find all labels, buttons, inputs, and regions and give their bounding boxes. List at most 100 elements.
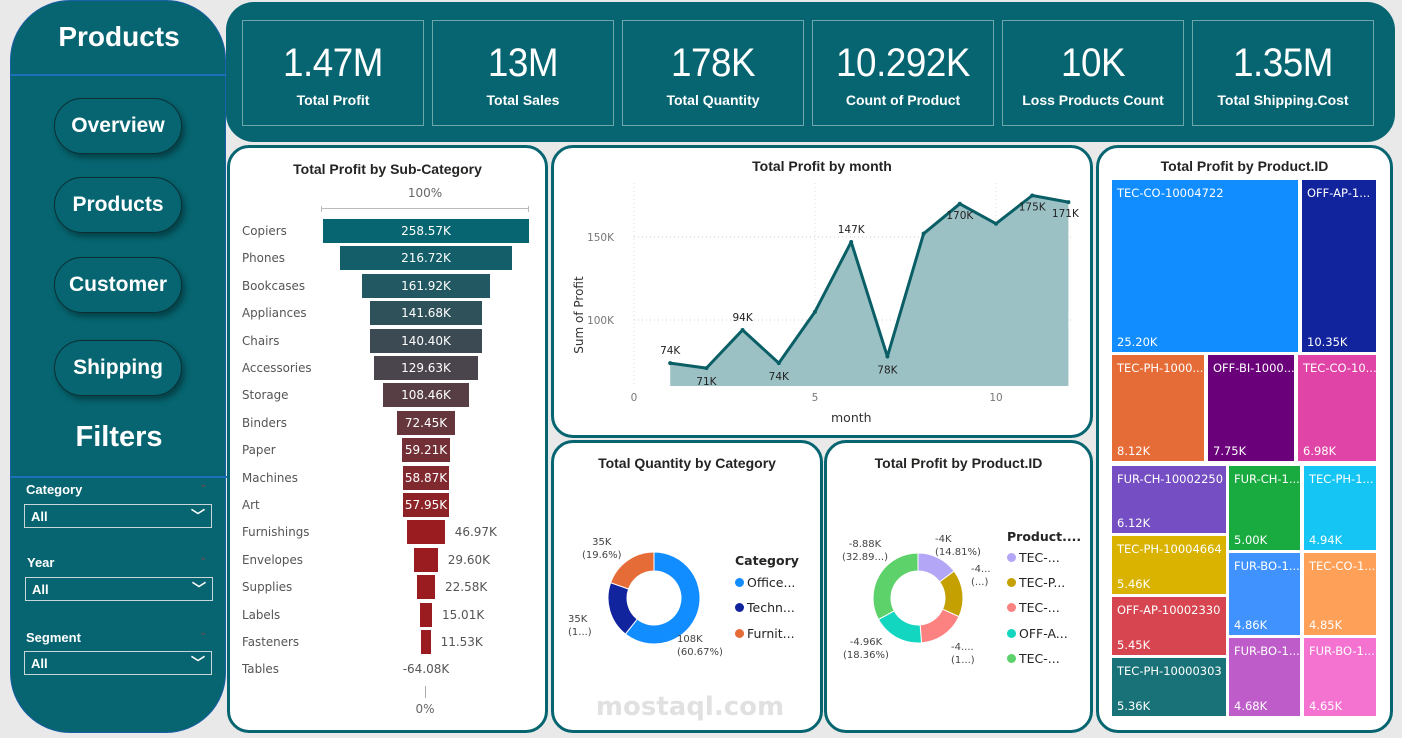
tile-label: OFF-BI-1000... xyxy=(1213,361,1295,375)
treemap-tile[interactable]: OFF-AP-1... 10.35K xyxy=(1301,179,1377,353)
chevron-down-icon[interactable]: ⌄ xyxy=(199,552,208,563)
filters-title: Filters xyxy=(75,421,163,453)
treemap-tile[interactable]: OFF-AP-10002330 5.45K xyxy=(1111,596,1227,656)
legend-item[interactable]: TEC-... xyxy=(1007,651,1060,666)
data-label: 147K xyxy=(838,224,866,236)
data-point[interactable] xyxy=(994,221,998,226)
watermark: mostaql.com xyxy=(595,692,785,722)
funnel-bottom-tick xyxy=(425,686,426,698)
nav-overview-button[interactable]: Overview xyxy=(54,98,182,154)
funnel-value-label: 108.46K xyxy=(401,388,451,403)
funnel-bar[interactable] xyxy=(414,547,438,572)
treemap-tile[interactable]: TEC-PH-10000303 5.36K xyxy=(1111,657,1227,717)
nav-customer-button[interactable]: Customer xyxy=(54,257,182,313)
treemap-tile[interactable]: TEC-CO-10004722 25.20K xyxy=(1111,179,1299,353)
funnel-bar[interactable] xyxy=(402,465,450,490)
funnel-top-bracket xyxy=(321,206,529,212)
legend-item[interactable]: Furnit... xyxy=(735,626,795,641)
filter-category-dropdown[interactable]: All ﹀ xyxy=(24,504,212,528)
legend-dot-icon xyxy=(1007,629,1016,638)
funnel-bar[interactable] xyxy=(339,246,513,271)
funnel-category-label: Fasteners xyxy=(242,634,300,649)
data-point[interactable] xyxy=(813,309,817,314)
legend-item[interactable]: OFF-A... xyxy=(1007,626,1068,641)
treemap-tile[interactable]: FUR-BO-1... 4.86K xyxy=(1228,552,1301,636)
treemap-tile[interactable]: TEC-CO-1... 4.85K xyxy=(1303,552,1377,636)
treemap-tile[interactable]: FUR-BO-1... 4.65K xyxy=(1303,637,1377,717)
funnel-value-label: 59.21K xyxy=(404,443,448,458)
treemap-tile[interactable]: TEC-CO-10... 6.98K xyxy=(1297,354,1377,462)
treemap-tile[interactable]: OFF-BI-1000... 7.75K xyxy=(1207,354,1295,462)
tile-label: TEC-CO-1... xyxy=(1309,559,1376,573)
chevron-down-icon[interactable]: ⌄ xyxy=(199,479,208,490)
legend-item[interactable]: Office... xyxy=(735,575,795,590)
funnel-bar[interactable] xyxy=(323,219,529,243)
data-point[interactable] xyxy=(1066,200,1071,205)
kpi-value: 10K xyxy=(1060,41,1126,85)
kpi-band: 1.47M Total Profit 13M Total Sales 178K Tot… xyxy=(226,2,1395,142)
sidebar-title: Products xyxy=(58,21,180,52)
funnel-bar[interactable] xyxy=(369,301,483,326)
nav-products-button[interactable]: Products xyxy=(54,177,182,233)
legend-item[interactable]: TEC-P... xyxy=(1007,575,1065,590)
legend-item[interactable]: Techn... xyxy=(735,600,795,615)
data-point[interactable] xyxy=(1030,193,1035,198)
tile-value: 5.00K xyxy=(1234,533,1268,547)
treemap-tile[interactable]: TEC-PH-10004664 5.46K xyxy=(1111,535,1227,595)
treemap-tile[interactable]: TEC-PH-1... 4.94K xyxy=(1303,465,1377,551)
area-fill xyxy=(670,195,1069,386)
funnel-category-label: Furnishings xyxy=(242,524,310,540)
data-point[interactable] xyxy=(885,354,890,359)
donut-slice[interactable] xyxy=(609,551,655,590)
funnel-bar[interactable] xyxy=(370,328,482,353)
tile-value: 5.45K xyxy=(1117,638,1151,652)
treemap-tile[interactable]: FUR-CH-10002250 6.12K xyxy=(1111,465,1227,534)
funnel-bar[interactable] xyxy=(402,493,450,517)
profit-line[interactable] xyxy=(669,194,1069,370)
funnel-bar[interactable] xyxy=(420,602,432,627)
kpi-value: 13M xyxy=(487,41,559,85)
treemap-tile[interactable]: TEC-PH-1000... 8.12K xyxy=(1111,354,1205,462)
legend-dot-icon xyxy=(735,603,744,612)
tile-label: TEC-PH-10000303 xyxy=(1117,664,1222,678)
funnel-value-label: 11.53K xyxy=(440,635,483,649)
data-point[interactable] xyxy=(668,361,673,366)
funnel-bar[interactable] xyxy=(382,383,470,408)
funnel-bar[interactable] xyxy=(421,630,431,654)
data-point[interactable] xyxy=(849,239,854,244)
filter-year-dropdown[interactable]: All ﹀ xyxy=(25,577,213,601)
donut-slice[interactable] xyxy=(872,552,919,621)
filter-segment-dropdown[interactable]: All ﹀ xyxy=(24,651,212,675)
legend-dot-icon xyxy=(1007,603,1016,612)
filter-category-value: All xyxy=(31,509,48,524)
kpi-label: Total Quantity xyxy=(666,92,760,108)
data-point[interactable] xyxy=(740,327,745,332)
funnel-category-label: Labels xyxy=(242,606,281,622)
nav-shipping-button[interactable]: Shipping xyxy=(54,340,182,396)
chevron-down-icon[interactable]: ⌄ xyxy=(199,627,208,638)
funnel-value-label: 29.60K xyxy=(447,552,491,567)
data-point[interactable] xyxy=(921,231,926,236)
funnel-bar[interactable] xyxy=(417,575,435,600)
funnel-bar[interactable] xyxy=(361,273,491,298)
funnel-bar[interactable] xyxy=(397,410,455,435)
funnel-bar[interactable] xyxy=(374,356,478,380)
legend-item[interactable]: TEC-... xyxy=(1007,550,1060,565)
treemap-tile[interactable]: FUR-BO-1... 4.68K xyxy=(1228,637,1301,717)
funnel-category-label: Bookcases xyxy=(242,277,306,293)
data-point[interactable] xyxy=(776,361,781,366)
data-point[interactable] xyxy=(704,366,709,371)
legend-item[interactable]: TEC-... xyxy=(1007,600,1060,615)
funnel-bar[interactable] xyxy=(407,520,445,545)
sidebar: Products Overview Products Customer Ship… xyxy=(10,0,227,733)
donut-slice[interactable] xyxy=(919,608,960,644)
chart-title: Total Profit by month xyxy=(752,158,892,174)
tile-label: FUR-BO-1... xyxy=(1234,644,1300,658)
tile-value: 4.85K xyxy=(1309,618,1343,632)
treemap-tile[interactable]: FUR-CH-1... 5.00K xyxy=(1228,465,1301,551)
donut-slice[interactable] xyxy=(624,551,701,645)
funnel-chart-panel: Total Profit by Sub-Category 100% 0% Cop… xyxy=(227,145,548,733)
tile-label: TEC-PH-1000... xyxy=(1117,361,1204,375)
data-point[interactable] xyxy=(957,201,962,206)
funnel-bar[interactable] xyxy=(402,438,450,463)
